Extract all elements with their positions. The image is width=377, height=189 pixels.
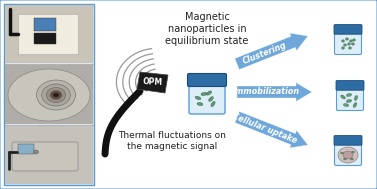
Ellipse shape [351, 158, 354, 160]
FancyBboxPatch shape [5, 65, 93, 124]
FancyBboxPatch shape [12, 142, 78, 171]
FancyBboxPatch shape [336, 81, 364, 90]
FancyBboxPatch shape [334, 32, 362, 54]
Ellipse shape [50, 91, 62, 99]
Ellipse shape [346, 99, 352, 103]
Ellipse shape [343, 44, 346, 46]
Ellipse shape [349, 40, 352, 42]
Ellipse shape [346, 93, 352, 97]
FancyBboxPatch shape [187, 74, 227, 87]
Ellipse shape [34, 150, 38, 154]
Ellipse shape [195, 96, 201, 100]
FancyBboxPatch shape [5, 126, 93, 184]
Text: Cellular uptake: Cellular uptake [231, 111, 299, 145]
Ellipse shape [348, 43, 351, 45]
Ellipse shape [197, 102, 203, 106]
Polygon shape [235, 33, 308, 70]
Ellipse shape [345, 38, 348, 40]
Polygon shape [237, 83, 312, 101]
Ellipse shape [8, 69, 90, 121]
Ellipse shape [338, 147, 358, 163]
Ellipse shape [342, 47, 345, 49]
Ellipse shape [340, 152, 343, 154]
Ellipse shape [53, 92, 59, 98]
FancyBboxPatch shape [334, 143, 362, 166]
Ellipse shape [37, 80, 75, 110]
Ellipse shape [354, 95, 358, 101]
FancyBboxPatch shape [334, 136, 362, 145]
Ellipse shape [42, 84, 70, 106]
Ellipse shape [343, 151, 353, 159]
Ellipse shape [351, 43, 354, 45]
Ellipse shape [353, 102, 357, 108]
Polygon shape [137, 72, 168, 93]
FancyBboxPatch shape [189, 82, 225, 114]
FancyBboxPatch shape [18, 144, 34, 154]
Ellipse shape [208, 97, 213, 101]
Ellipse shape [348, 47, 351, 49]
Ellipse shape [206, 91, 211, 95]
FancyBboxPatch shape [4, 4, 94, 185]
Ellipse shape [201, 92, 207, 96]
Ellipse shape [343, 103, 349, 107]
Ellipse shape [351, 151, 354, 153]
FancyBboxPatch shape [34, 18, 56, 31]
Text: Magnetic
nanoparticles in
equilibrium state: Magnetic nanoparticles in equilibrium st… [165, 12, 249, 46]
Text: Clustering: Clustering [242, 40, 288, 66]
Text: Thermal fluctuations on
the magnetic signal: Thermal fluctuations on the magnetic sig… [118, 131, 226, 151]
Text: OPM: OPM [143, 77, 163, 87]
FancyBboxPatch shape [334, 25, 362, 34]
Ellipse shape [340, 95, 345, 99]
FancyBboxPatch shape [34, 33, 56, 44]
FancyBboxPatch shape [5, 5, 93, 63]
Ellipse shape [46, 88, 66, 102]
Text: Immobilization: Immobilization [233, 88, 300, 97]
FancyBboxPatch shape [18, 14, 78, 54]
Ellipse shape [352, 39, 356, 41]
Polygon shape [235, 112, 308, 148]
Ellipse shape [211, 101, 215, 107]
FancyBboxPatch shape [337, 88, 363, 111]
Ellipse shape [343, 158, 346, 160]
Ellipse shape [342, 40, 345, 42]
